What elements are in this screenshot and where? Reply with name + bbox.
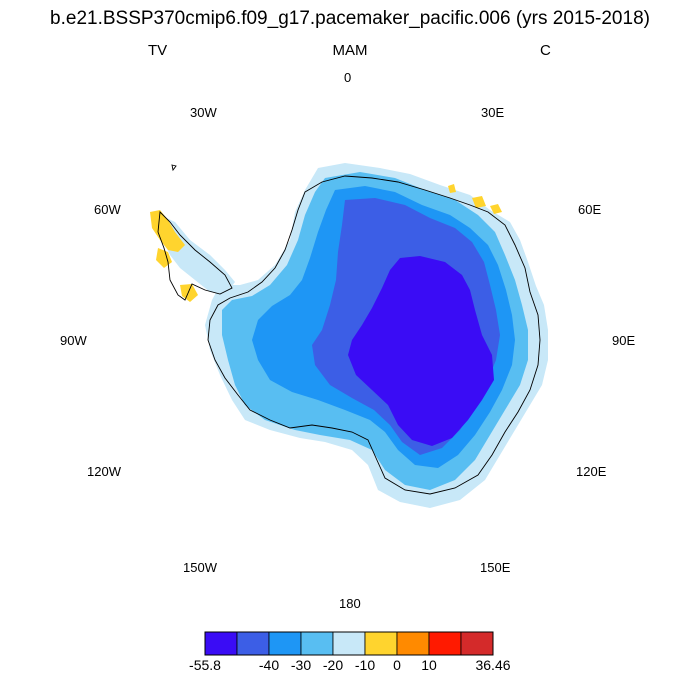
antarctica-map xyxy=(150,163,548,508)
units-label: C xyxy=(540,42,551,59)
positive-anomaly-patch xyxy=(448,184,456,193)
positive-anomaly-patch xyxy=(180,284,198,302)
lon-label-30w: 30W xyxy=(190,105,217,120)
colorbar-label-10: 10 xyxy=(421,657,437,673)
lon-label-90w: 90W xyxy=(60,333,87,348)
colorbar-label-min: -55.8 xyxy=(189,657,221,673)
peninsula-band xyxy=(160,215,235,295)
lon-label-30e: 30E xyxy=(481,105,505,120)
lon-label-150e: 150E xyxy=(480,560,511,575)
lon-label-60e: 60E xyxy=(578,202,602,217)
contour-band-minimum xyxy=(348,256,494,446)
plot-title: b.e21.BSSP370cmip6.f09_g17.pacemaker_pac… xyxy=(50,8,650,29)
positive-anomaly-patch xyxy=(490,204,502,214)
lon-label-0: 0 xyxy=(344,70,352,85)
lon-label-180: 180 xyxy=(339,596,361,611)
lon-label-120e: 120E xyxy=(576,464,607,479)
colorbar-label-minus30: -30 xyxy=(290,657,312,673)
season-label: MAM xyxy=(332,42,368,59)
lon-label-120w: 120W xyxy=(87,464,121,479)
lon-label-60w: 60W xyxy=(94,202,121,217)
island-coastline xyxy=(171,164,177,172)
lon-label-150w: 150W xyxy=(183,560,217,575)
colorbar-label-0: 0 xyxy=(393,657,401,673)
colorbar-label-minus40: -40 xyxy=(258,657,280,673)
lon-label-90e: 90E xyxy=(612,333,636,348)
coastline xyxy=(207,175,541,495)
positive-anomaly-patch xyxy=(472,196,486,208)
variable-label: TV xyxy=(148,42,168,59)
peninsula-coastline xyxy=(157,211,233,301)
colorbar-label-minus10: -10 xyxy=(354,657,376,673)
colorbar-label-max: 36.46 xyxy=(475,657,511,673)
colorbar-label-minus20: -20 xyxy=(322,657,344,673)
